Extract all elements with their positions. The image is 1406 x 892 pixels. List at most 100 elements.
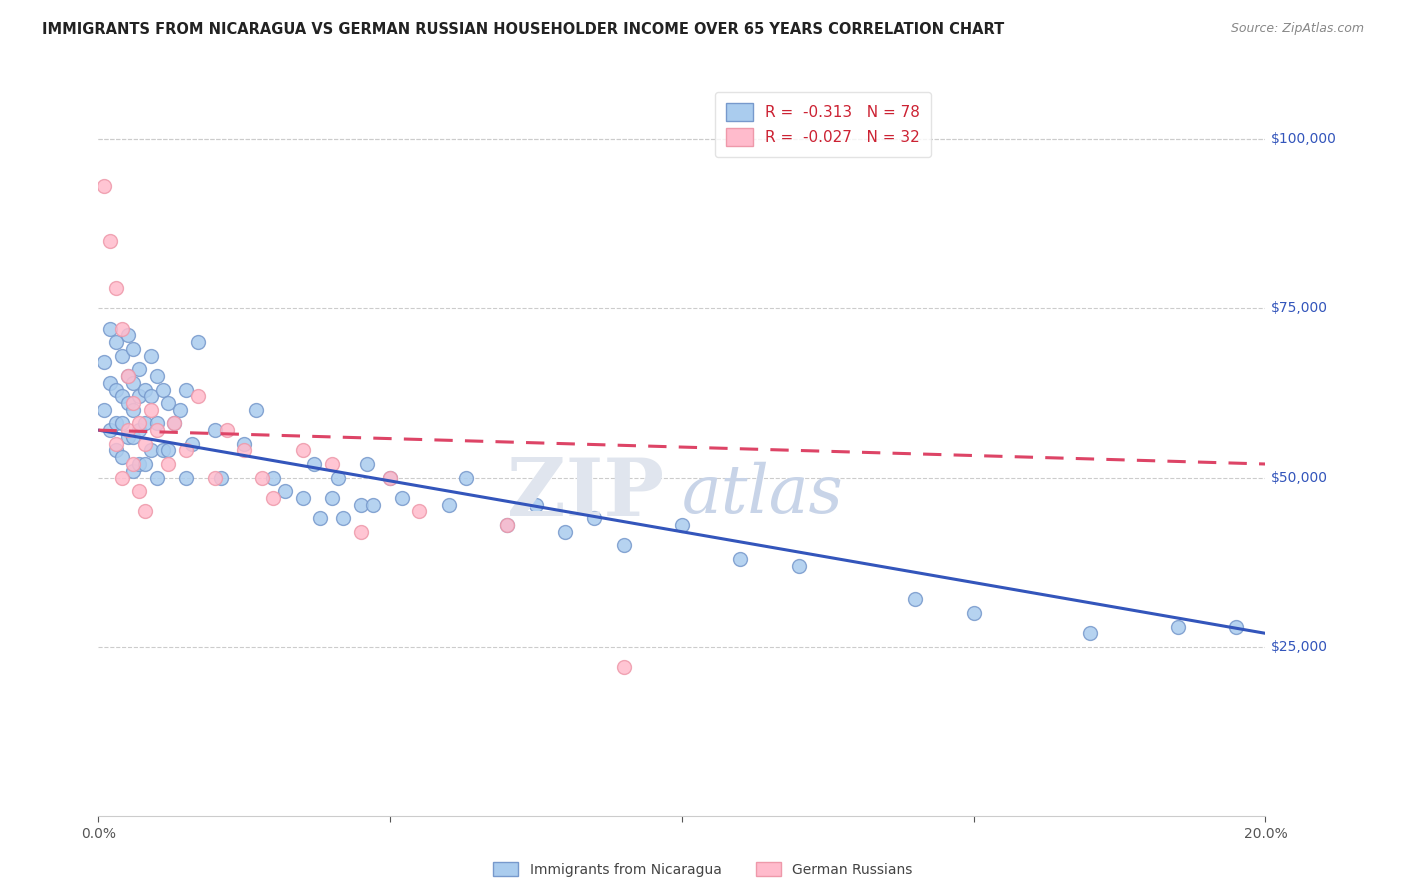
Point bbox=[111, 470, 134, 484]
Point bbox=[554, 524, 576, 539]
Point bbox=[291, 491, 314, 505]
Point bbox=[122, 396, 145, 410]
Point bbox=[111, 349, 134, 363]
Point bbox=[117, 328, 139, 343]
Point bbox=[962, 606, 984, 620]
Point bbox=[204, 423, 226, 437]
Point bbox=[122, 402, 145, 417]
Point bbox=[361, 498, 384, 512]
Point bbox=[245, 402, 267, 417]
Point bbox=[187, 335, 209, 350]
Legend: R =  -0.313   N = 78, R =  -0.027   N = 32: R = -0.313 N = 78, R = -0.027 N = 32 bbox=[716, 93, 931, 157]
Point bbox=[496, 518, 519, 533]
Point bbox=[146, 470, 169, 484]
Point bbox=[104, 436, 127, 450]
Point bbox=[98, 376, 121, 390]
Point bbox=[146, 423, 169, 437]
Text: ZIP: ZIP bbox=[508, 455, 665, 533]
Point bbox=[274, 484, 297, 499]
Point bbox=[180, 436, 202, 450]
Point bbox=[157, 443, 180, 458]
Point bbox=[163, 417, 186, 431]
Point bbox=[291, 443, 314, 458]
Point bbox=[583, 511, 606, 525]
Point bbox=[174, 470, 197, 484]
Point bbox=[612, 660, 634, 674]
Point bbox=[332, 511, 354, 525]
Point bbox=[174, 383, 197, 397]
Point bbox=[169, 402, 191, 417]
Point bbox=[174, 443, 197, 458]
Point bbox=[350, 498, 373, 512]
Point bbox=[104, 335, 127, 350]
Point bbox=[146, 417, 169, 431]
Point bbox=[152, 383, 174, 397]
Point bbox=[117, 396, 139, 410]
Point bbox=[111, 417, 134, 431]
Point bbox=[454, 470, 477, 484]
Point bbox=[250, 470, 273, 484]
Point bbox=[139, 349, 162, 363]
Point bbox=[671, 518, 693, 533]
Point bbox=[187, 389, 209, 403]
Point bbox=[122, 376, 145, 390]
Point bbox=[1225, 619, 1247, 633]
Point bbox=[233, 443, 256, 458]
Point bbox=[157, 396, 180, 410]
Point bbox=[321, 491, 343, 505]
Point bbox=[524, 498, 547, 512]
Point bbox=[93, 355, 115, 369]
Point bbox=[380, 470, 402, 484]
Point bbox=[262, 491, 284, 505]
Point bbox=[309, 511, 332, 525]
Point bbox=[104, 383, 127, 397]
Point bbox=[1080, 626, 1102, 640]
Point bbox=[104, 443, 127, 458]
Point bbox=[1167, 619, 1189, 633]
Point bbox=[215, 423, 238, 437]
Point bbox=[730, 551, 752, 566]
Point bbox=[104, 417, 127, 431]
Point bbox=[104, 281, 127, 295]
Point bbox=[128, 484, 150, 499]
Point bbox=[321, 457, 343, 471]
Point bbox=[139, 443, 162, 458]
Point bbox=[122, 430, 145, 444]
Point bbox=[496, 518, 519, 533]
Point bbox=[209, 470, 232, 484]
Point bbox=[904, 592, 927, 607]
Point bbox=[98, 234, 121, 248]
Point bbox=[134, 436, 156, 450]
Point bbox=[233, 436, 256, 450]
Point bbox=[134, 457, 156, 471]
Point bbox=[122, 342, 145, 356]
Point bbox=[612, 538, 634, 552]
Point bbox=[117, 368, 139, 383]
Text: $25,000: $25,000 bbox=[1271, 640, 1329, 654]
Point bbox=[128, 417, 150, 431]
Point bbox=[408, 504, 430, 518]
Point bbox=[356, 457, 378, 471]
Point bbox=[111, 321, 134, 335]
Point bbox=[93, 179, 115, 194]
Point bbox=[326, 470, 349, 484]
Point bbox=[380, 470, 402, 484]
Point bbox=[93, 402, 115, 417]
Point bbox=[117, 368, 139, 383]
Point bbox=[163, 417, 186, 431]
Text: $100,000: $100,000 bbox=[1271, 132, 1337, 146]
Point bbox=[262, 470, 284, 484]
Point bbox=[122, 457, 145, 471]
Point bbox=[117, 430, 139, 444]
Point bbox=[128, 362, 150, 376]
Point bbox=[128, 457, 150, 471]
Point bbox=[146, 368, 169, 383]
Point bbox=[152, 443, 174, 458]
Legend: Immigrants from Nicaragua, German Russians: Immigrants from Nicaragua, German Russia… bbox=[488, 856, 918, 882]
Point bbox=[128, 423, 150, 437]
Point bbox=[128, 389, 150, 403]
Point bbox=[134, 383, 156, 397]
Point bbox=[98, 321, 121, 335]
Point bbox=[134, 504, 156, 518]
Point bbox=[437, 498, 460, 512]
